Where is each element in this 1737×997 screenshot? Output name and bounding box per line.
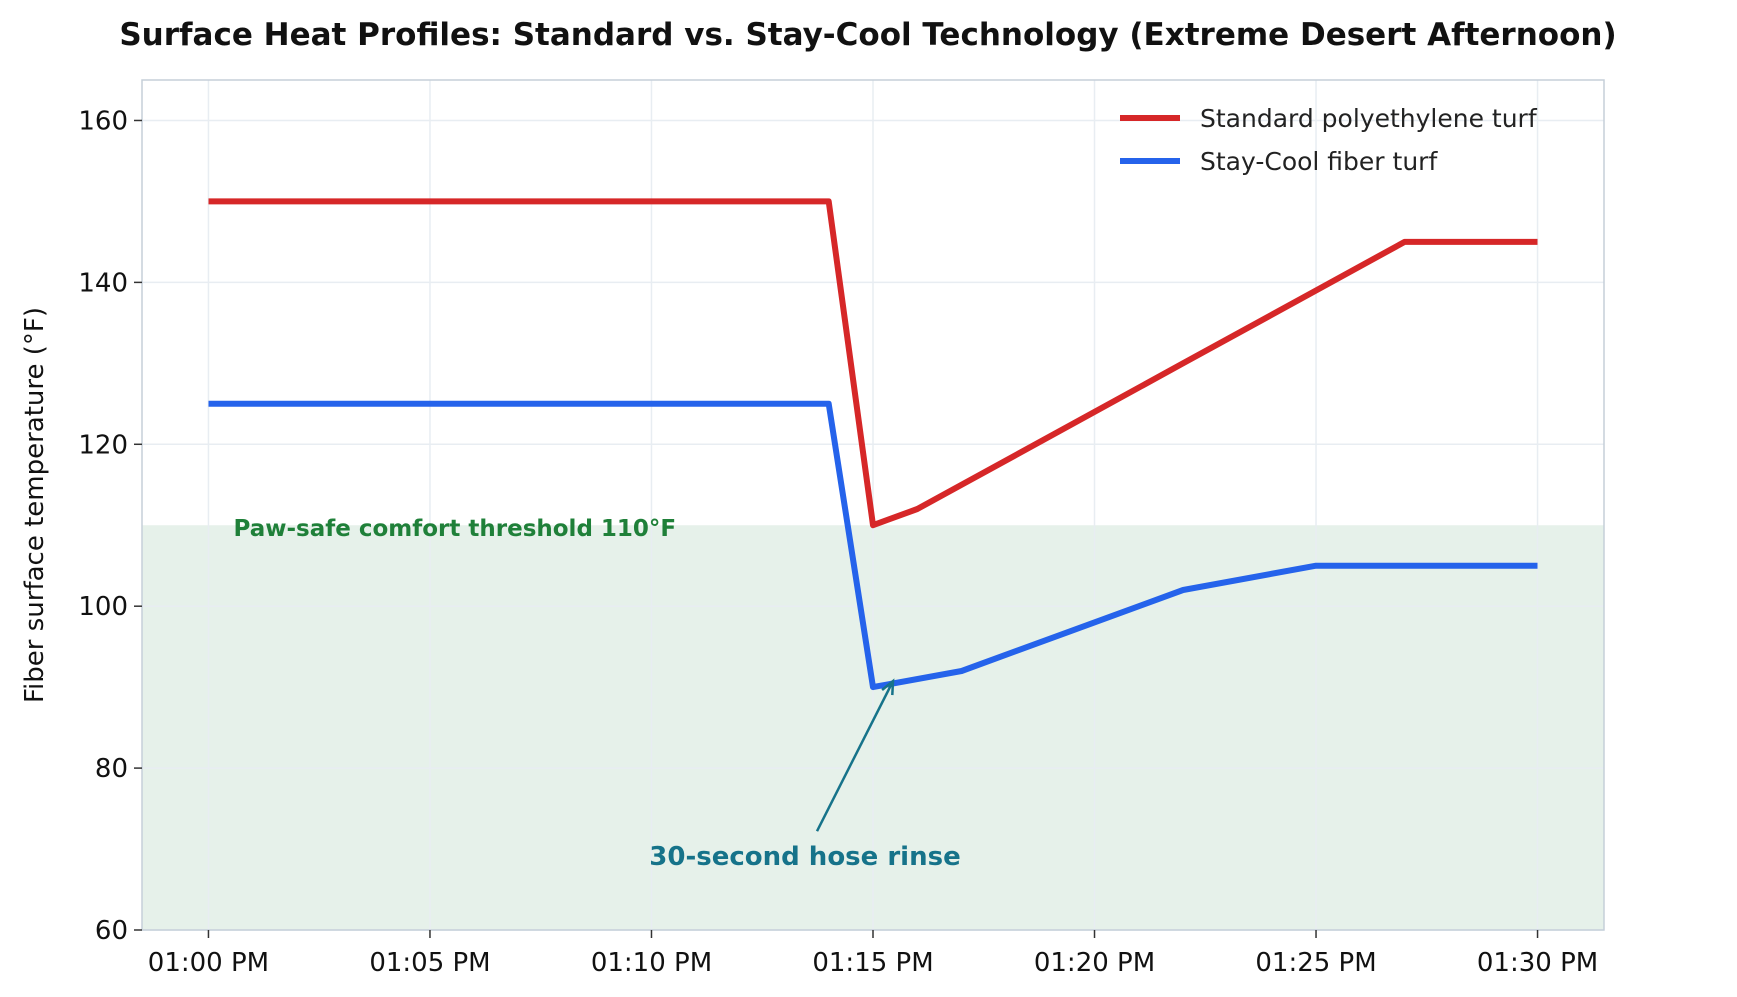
- threshold-label: Paw-safe comfort threshold 110°F: [233, 516, 676, 542]
- x-tick-label-2: 01:10 PM: [591, 948, 712, 978]
- x-tick-label-6: 01:30 PM: [1477, 948, 1598, 978]
- series-line-stay-cool-turf: [208, 400, 1538, 691]
- series-lines: [208, 198, 1538, 691]
- legend-label-standard-turf: Standard polyethylene turf: [1200, 104, 1538, 133]
- plot-area: 01:00 PM 01:05 PM 01:10 PM 01:15 PM 01:20 PM…: [78, 79, 1605, 978]
- legend: Standard polyethylene turf Stay-Cool fib…: [1120, 104, 1538, 176]
- y-tick-label-3: 120: [78, 430, 128, 460]
- annotation-arrow: [815, 680, 895, 832]
- y-axis: 60 80 100 120 140 160: [78, 106, 142, 946]
- series-line-standard-turf: [208, 198, 1538, 529]
- x-tick-label-1: 01:05 PM: [369, 948, 490, 978]
- annotation-arrowhead: [881, 678, 895, 696]
- x-tick-label-3: 01:15 PM: [812, 948, 933, 978]
- y-tick-label-4: 140: [78, 268, 128, 298]
- y-tick-label-5: 160: [78, 106, 128, 136]
- hose-rinse-annotation: 30-second hose rinse: [649, 678, 961, 872]
- x-tick-label-5: 01:25 PM: [1255, 948, 1376, 978]
- legend-label-stay-cool-turf: Stay-Cool fiber turf: [1200, 147, 1438, 176]
- x-axis: 01:00 PM 01:05 PM 01:10 PM 01:15 PM 01:20 PM…: [148, 930, 1598, 978]
- annotation-text: 30-second hose rinse: [649, 842, 960, 872]
- x-tick-label-4: 01:20 PM: [1034, 948, 1155, 978]
- chart-title: Surface Heat Profiles: Standard vs. Stay…: [119, 17, 1616, 53]
- y-tick-label-0: 60: [95, 916, 128, 946]
- y-axis-label: Fiber surface temperature (°F): [20, 307, 50, 703]
- x-tick-label-0: 01:00 PM: [148, 948, 269, 978]
- y-tick-label-1: 80: [95, 754, 128, 784]
- y-tick-label-2: 100: [78, 592, 128, 622]
